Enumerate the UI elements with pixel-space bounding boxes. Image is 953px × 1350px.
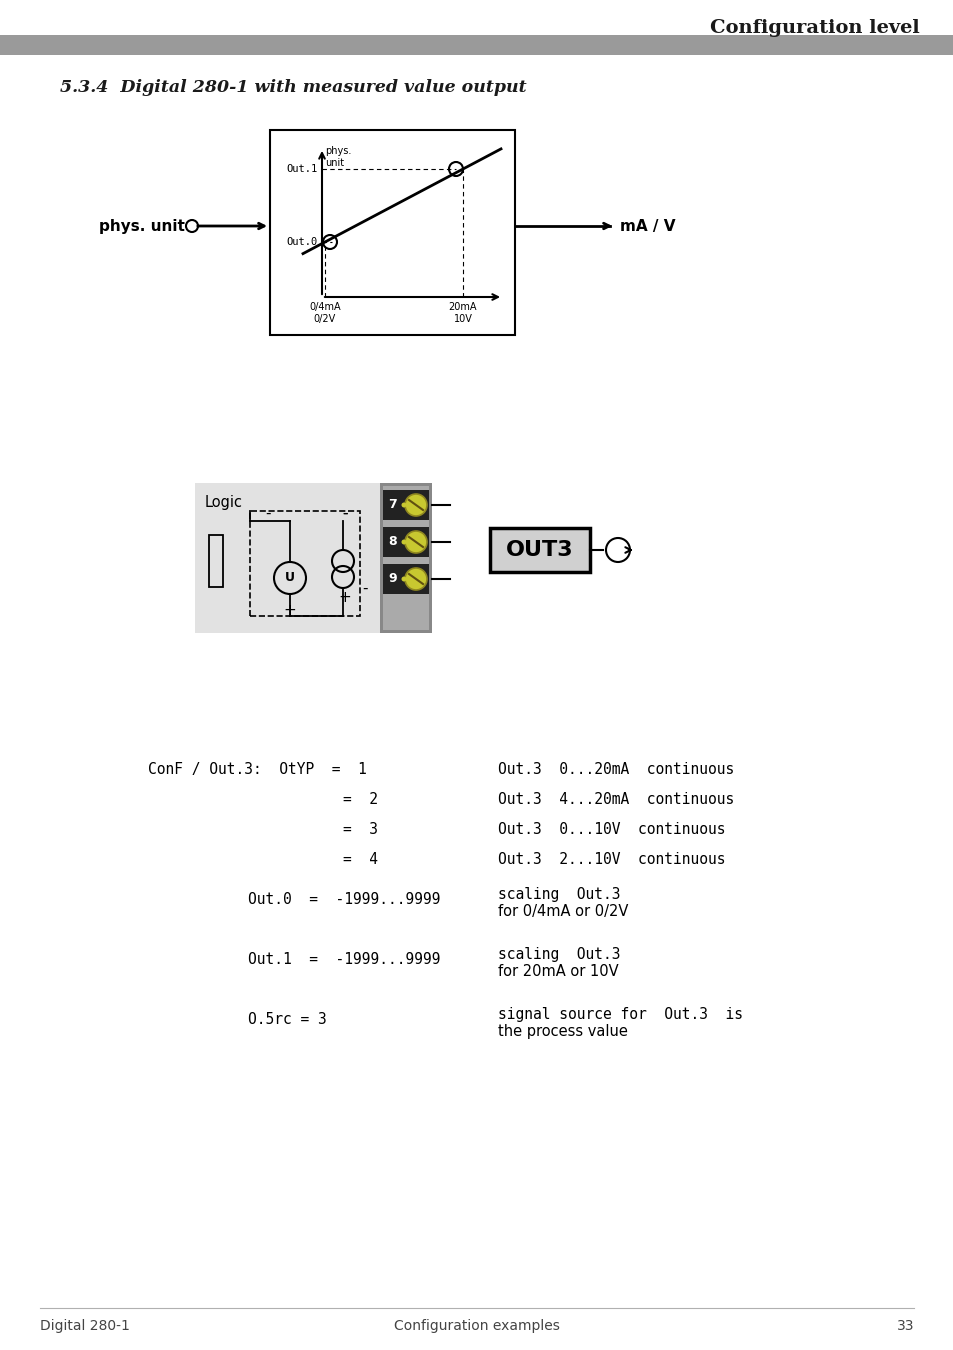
Text: 0/4mA
0/2V: 0/4mA 0/2V [309,302,340,324]
Text: scaling  Out.3: scaling Out.3 [497,946,619,963]
Text: mA / V: mA / V [619,219,675,234]
Text: Out.3  2...10V  continuous: Out.3 2...10V continuous [497,852,724,867]
Text: =  4: = 4 [343,852,377,867]
Bar [490,528,589,572]
Text: -: - [342,505,348,521]
Text: Out.3  4...20mA  continuous: Out.3 4...20mA continuous [497,792,734,807]
Text: the process value: the process value [497,1025,627,1040]
Text: 7: 7 [388,498,397,512]
Text: OUT3: OUT3 [506,540,573,560]
Text: -: - [342,505,348,521]
Text: 20mA
10V: 20mA 10V [448,302,476,324]
Text: for 0/4mA or 0/2V: for 0/4mA or 0/2V [497,904,628,919]
Bar [194,483,410,633]
Text: Digital 280-1: Digital 280-1 [40,1319,130,1332]
Text: 8: 8 [388,536,396,548]
Text: 5.3.4  Digital 280-1 with measured value output: 5.3.4 Digital 280-1 with measured value … [60,80,526,96]
Bar [379,483,432,633]
Circle shape [405,531,427,554]
Circle shape [405,568,427,590]
Circle shape [401,502,406,508]
Text: Out.3  0...20mA  continuous: Out.3 0...20mA continuous [497,761,734,778]
Bar [382,490,429,520]
Bar [209,535,223,587]
Circle shape [401,576,406,582]
Bar [250,512,359,616]
Text: Logic: Logic [205,495,243,510]
Bar [382,526,429,558]
Text: for 20mA or 10V: for 20mA or 10V [497,964,618,979]
Text: =  3: = 3 [343,822,377,837]
Text: Out.0  =  -1999...9999: Out.0 = -1999...9999 [248,892,440,907]
Text: phys. unit: phys. unit [99,219,185,234]
Bar [0,35,953,55]
Text: U: U [285,571,294,585]
Bar [382,486,429,630]
Text: Configuration level: Configuration level [709,19,919,36]
Text: 9: 9 [388,572,396,586]
Text: phys.
unit: phys. unit [325,146,351,167]
Circle shape [401,540,406,544]
Text: Out.0: Out.0 [287,238,317,247]
Text: +: + [338,590,351,606]
Text: signal source for  Out.3  is: signal source for Out.3 is [497,1007,742,1022]
Text: -: - [265,505,271,521]
Text: Out.1  =  -1999...9999: Out.1 = -1999...9999 [248,952,440,967]
Bar [382,564,429,594]
Bar [270,130,515,335]
Text: Configuration examples: Configuration examples [394,1319,559,1332]
Text: -: - [362,580,367,595]
Text: O.5rc = 3: O.5rc = 3 [248,1012,327,1027]
Text: +: + [283,603,296,618]
Text: Out.3  0...10V  continuous: Out.3 0...10V continuous [497,822,724,837]
Text: scaling  Out.3: scaling Out.3 [497,887,619,902]
Text: =  2: = 2 [343,792,377,807]
Text: Out.1: Out.1 [287,163,317,174]
Circle shape [405,494,427,516]
Text: 33: 33 [896,1319,913,1332]
Text: ConF / Out.3:  OtYP  =  1: ConF / Out.3: OtYP = 1 [148,761,366,778]
